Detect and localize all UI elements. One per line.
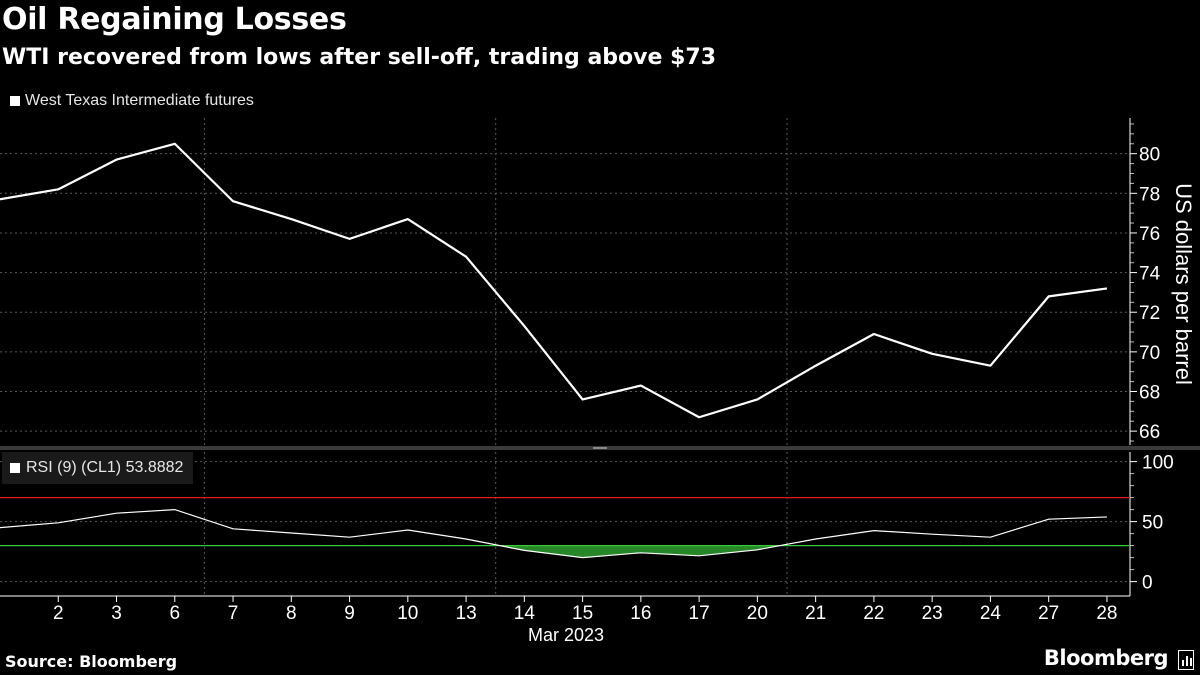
x-tick-label: 7: [228, 603, 239, 624]
price-line: [0, 142, 1108, 419]
x-tick-label: 27: [1038, 603, 1059, 624]
x-tick-label: 14: [514, 603, 536, 624]
x-tick-label: 22: [863, 603, 884, 624]
price-tick-label: 72: [1139, 303, 1160, 324]
divider-handle: [593, 447, 607, 449]
x-tick-label: 17: [689, 603, 710, 624]
rsi-legend-label: RSI (9) (CL1) 53.8882: [26, 459, 184, 476]
x-tick-label: 23: [922, 603, 943, 624]
y-axis: 66 68 70 72 74 76 78 80 0 50 100: [1129, 118, 1174, 596]
rsi-oversold-fill: [499, 545, 781, 558]
rsi-tick-label: 100: [1142, 453, 1174, 474]
price-grid: [0, 118, 1130, 445]
x-tick-label: 24: [980, 603, 1002, 624]
chart-subtitle: WTI recovered from lows after sell-off, …: [2, 45, 717, 70]
x-tick-label: 28: [1096, 603, 1117, 624]
rsi-legend: RSI (9) (CL1) 53.8882: [2, 452, 194, 484]
bloomberg-terminal-icon: [1178, 650, 1194, 670]
rsi-series: [0, 508, 1107, 559]
x-tick-label: 10: [397, 603, 418, 624]
x-axis-label: Mar 2023: [528, 625, 604, 645]
chart-title: Oil Regaining Losses: [2, 2, 347, 37]
x-tick-label: 9: [344, 603, 355, 624]
x-tick-label: 6: [169, 603, 180, 624]
x-tick-label: 8: [286, 603, 297, 624]
price-tick-label: 74: [1139, 264, 1161, 285]
price-tick-label: 68: [1139, 382, 1160, 403]
price-tick-label: 78: [1139, 184, 1160, 205]
x-tick-label: 3: [111, 603, 122, 624]
rsi-line: [0, 508, 1107, 559]
x-tick-label: 16: [630, 603, 651, 624]
price-tick-label: 76: [1139, 224, 1160, 245]
panel-divider: [0, 446, 1200, 450]
divider-bar: [0, 446, 1200, 450]
price-tick-label: 70: [1139, 343, 1160, 364]
price-legend: West Texas Intermediate futures: [10, 92, 254, 110]
y-axis-label: US dollars per barrel: [1171, 183, 1196, 385]
brand-logo: Bloomberg: [1043, 646, 1169, 670]
price-tick-label: 80: [1139, 145, 1160, 166]
rsi-tick-label: 0: [1142, 573, 1153, 594]
price-tick-label: 66: [1139, 422, 1160, 443]
rsi-levels: [0, 496, 1130, 547]
source-note: Source: Bloomberg: [5, 652, 178, 671]
x-tick-label: 15: [572, 603, 593, 624]
x-tick-label: 21: [805, 603, 826, 624]
x-tick-label: 13: [456, 603, 477, 624]
legend-swatch: [10, 96, 20, 106]
x-tick-label: 20: [747, 603, 768, 624]
x-tick-label: 2: [53, 603, 64, 624]
price-series: [0, 142, 1108, 419]
price-legend-label: West Texas Intermediate futures: [25, 92, 254, 109]
rsi-oversold-area: [499, 545, 781, 558]
rsi-legend-swatch: [10, 463, 20, 473]
x-axis: 2 3 6 7 8 9 10 13 14 15 16 17 20 21 22 23 24 27 28: [0, 595, 1130, 624]
rsi-tick-label: 50: [1142, 513, 1163, 534]
